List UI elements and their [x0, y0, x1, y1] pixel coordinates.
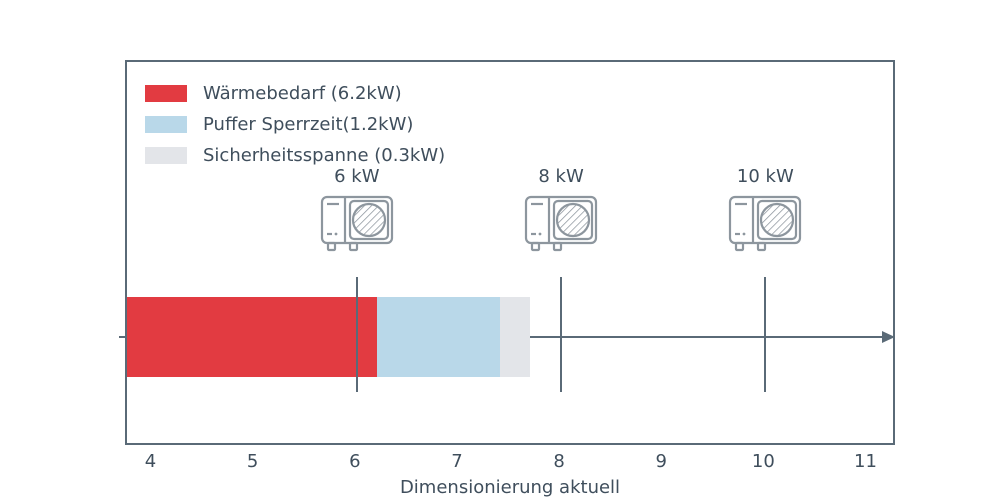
marker-line-10kw: [764, 277, 767, 392]
x-tick-label-10: 10: [751, 451, 775, 472]
bar-segment-sicherheitsspanne: [499, 297, 531, 377]
legend-item-waermebedarf: Wärmebedarf (6.2kW): [145, 78, 445, 109]
x-axis-arrowhead-icon: [882, 331, 895, 343]
marker-label-6kw: 6 kW: [334, 166, 380, 187]
x-tick-label-4: 4: [144, 451, 157, 472]
marker-label-8kw: 8 kW: [538, 166, 584, 187]
bar: [127, 297, 893, 377]
legend-label-puffer-sperrzeit: Puffer Sperrzeit(1.2kW): [203, 114, 414, 135]
x-tick-label-6: 6: [349, 451, 361, 472]
legend-label-sicherheitsspanne: Sicherheitsspanne (0.3kW): [203, 145, 446, 166]
heat-pump-icon-6kw: [320, 195, 393, 252]
heat-pump-icon-10kw: [729, 195, 802, 252]
marker-label-10kw: 10 kW: [736, 166, 794, 187]
x-axis-label: Dimensionierung aktuell: [399, 477, 621, 498]
x-tick-label-7: 7: [451, 451, 463, 472]
x-ticks: 4 5 6 7 8 9 10 11: [0, 451, 1000, 475]
bar-segment-puffer-sperrzeit: [377, 297, 500, 377]
marker-line-8kw: [560, 277, 563, 392]
legend-item-sicherheitsspanne: Sicherheitsspanne (0.3kW): [145, 140, 445, 171]
marker-line-6kw: [355, 277, 358, 392]
x-tick-label-11: 11: [854, 451, 877, 472]
legend-item-puffer-sperrzeit: Puffer Sperrzeit(1.2kW): [145, 109, 445, 140]
bar-segment-wärmebedarf: [127, 297, 378, 377]
legend: Wärmebedarf (6.2kW) Puffer Sperrzeit(1.2…: [145, 78, 445, 171]
legend-swatch-puffer-sperrzeit: [145, 116, 187, 133]
legend-swatch-sicherheitsspanne: [145, 147, 187, 164]
heat-pump-icon-8kw: [524, 195, 598, 252]
plot-area: 6 kW 8 kW 10 kW: [119, 60, 895, 445]
x-tick-label-8: 8: [553, 451, 565, 472]
legend-swatch-waermebedarf: [145, 85, 187, 102]
x-tick-label-5: 5: [246, 451, 259, 472]
legend-label-waermebedarf: Wärmebedarf (6.2kW): [203, 83, 402, 104]
x-tick-label-9: 9: [655, 451, 667, 472]
